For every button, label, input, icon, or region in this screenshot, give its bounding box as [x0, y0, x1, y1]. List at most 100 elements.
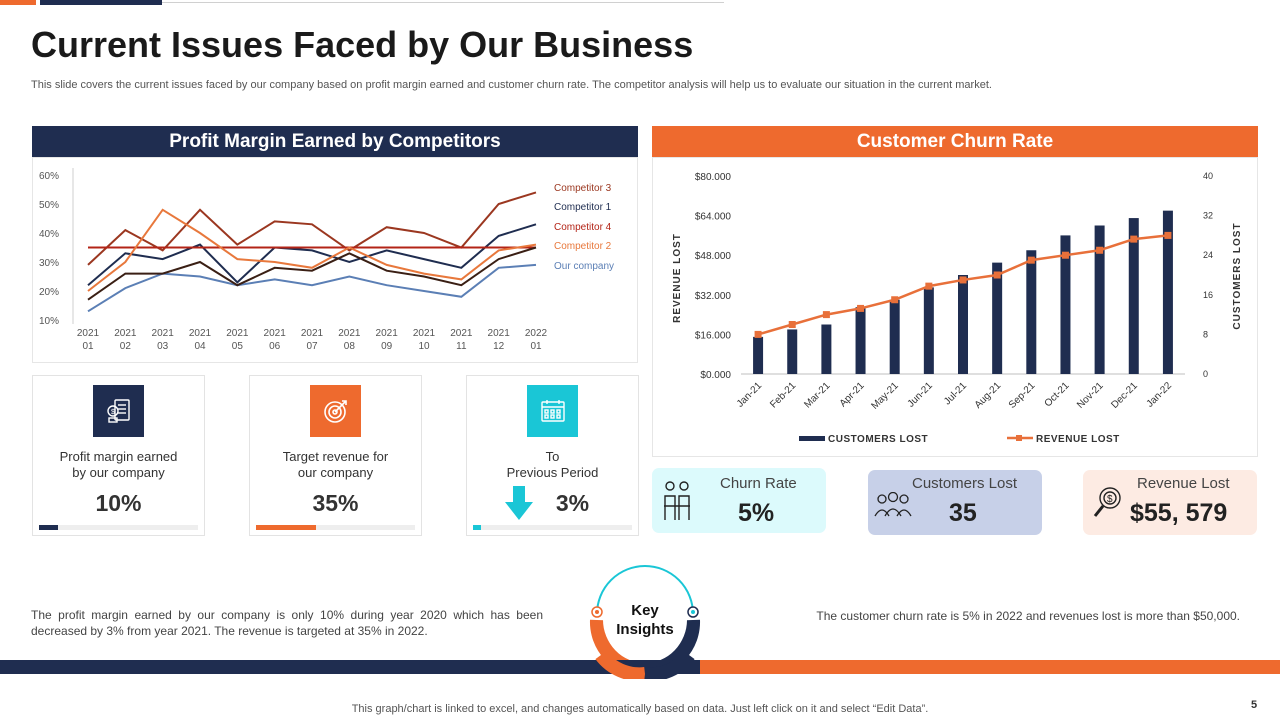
- svg-text:$: $: [111, 409, 115, 416]
- x-tick-label: Jan-22: [1145, 380, 1175, 410]
- bar-customers-lost: [1060, 235, 1071, 374]
- y-left-tick: $0.000: [700, 370, 731, 381]
- stat-label: Customers Lost: [912, 475, 1018, 492]
- y-right-tick: 32: [1203, 211, 1213, 221]
- kpi-progress-fill: [39, 525, 59, 530]
- kpi-value: 3%: [555, 490, 590, 516]
- revenue-lost-marker: [1027, 256, 1035, 264]
- x-tick-label: Feb-21: [768, 380, 798, 410]
- bar-customers-lost: [787, 329, 798, 374]
- revenue-lost-marker: [1061, 251, 1069, 259]
- profit-margin-chart-box: 60% 50% 40% 30% 20% 10% 2021 01 2021 02 2021 03 2021…: [32, 157, 638, 363]
- revenue-lost-marker: [925, 282, 933, 290]
- revenue-lost-marker: [1130, 235, 1138, 243]
- x-tick-month: 12: [493, 341, 505, 352]
- x-tick-label: Aug-21: [973, 380, 1004, 411]
- legend-entry: Competitor 2: [554, 241, 612, 252]
- series-line-our-company: [87, 263, 537, 313]
- profit-margin-chart: 60% 50% 40% 30% 20% 10% 2021 01 2021 02 2021 03 2021…: [39, 168, 614, 352]
- x-tick-label: Mar-21: [802, 380, 832, 410]
- bar-customers-lost: [821, 324, 832, 374]
- kpi-card-profit-margin: $ Profit margin earned by our company 10%: [32, 375, 205, 536]
- churn-panel-title: Customer Churn Rate: [652, 126, 1258, 157]
- x-tick-year: 2022: [525, 328, 548, 339]
- series-line-competitor-3: [87, 191, 537, 266]
- x-tick-label: Nov-21: [1075, 380, 1106, 411]
- kpi-label: Target revenue for our company: [282, 449, 389, 480]
- y-tick-label: 60%: [39, 171, 59, 182]
- page-title: Current Issues Faced by Our Business: [31, 24, 694, 65]
- legend-label-revenue: REVENUE LOST: [1036, 434, 1120, 445]
- x-tick-label: Jan-21: [735, 380, 765, 410]
- x-tick-year: 2021: [152, 328, 175, 339]
- key-insights-label: Key Insights: [616, 602, 674, 638]
- x-tick-label: Oct-21: [1043, 380, 1072, 409]
- series-line-other: [87, 246, 537, 301]
- x-tick-month: 07: [306, 341, 318, 352]
- y-tick-label: 50%: [39, 200, 59, 211]
- x-tick-year: 2021: [226, 328, 249, 339]
- insight-left-text: The profit margin earned by our company …: [31, 608, 543, 638]
- revenue-lost-marker: [857, 304, 865, 312]
- x-tick-month: 01: [82, 341, 94, 352]
- legend-entry: Competitor 4: [554, 222, 612, 233]
- kpi-value: 35%: [312, 490, 359, 516]
- x-tick-label: Sep-21: [1007, 380, 1038, 411]
- x-tick-month: 06: [269, 341, 281, 352]
- bar-customers-lost: [753, 336, 764, 374]
- insight-right-text: The customer churn rate is 5% in 2022 an…: [816, 609, 1240, 623]
- x-tick-year: 2021: [376, 328, 399, 339]
- bar-customers-lost: [1094, 225, 1105, 374]
- legend-entry: Competitor 1: [554, 202, 612, 213]
- footnote: This graph/chart is linked to excel, and…: [351, 703, 929, 715]
- x-tick-label: Jul-21: [942, 380, 969, 407]
- y-right-tick: 0: [1203, 369, 1208, 379]
- y-left-tick: $64.000: [695, 212, 732, 223]
- kpi-card-previous-period: To Previous Period 3%: [466, 375, 639, 536]
- stat-value: $55, 579: [1130, 499, 1228, 527]
- x-tick-month: 01: [530, 341, 542, 352]
- bar-customers-lost: [1128, 218, 1139, 374]
- kpi-progress-track: [473, 525, 632, 530]
- revenue-lost-marker: [1164, 231, 1172, 239]
- profit-margin-panel-title: Profit Margin Earned by Competitors: [32, 126, 638, 157]
- bar-customers-lost: [889, 299, 900, 374]
- legend-entry: Competitor 3: [554, 183, 612, 194]
- stat-card-customers-lost: Customers Lost 35: [868, 470, 1042, 535]
- y-right-tick: 24: [1203, 250, 1213, 260]
- x-tick-year: 2021: [114, 328, 137, 339]
- x-tick-year: 2021: [450, 328, 473, 339]
- legend-marker-revenue: [1016, 435, 1022, 441]
- x-tick-month: 02: [120, 341, 132, 352]
- y-tick-label: 20%: [39, 287, 59, 298]
- legend-swatch-customers: [799, 436, 825, 441]
- kpi-card-target-revenue: Target revenue for our company 35%: [249, 375, 422, 536]
- y-left-axis-title: REVENUE LOST: [672, 233, 683, 323]
- footer-bar-orange: [700, 660, 1280, 674]
- y-left-tick: $80.000: [695, 172, 732, 183]
- y-tick-label: 10%: [39, 316, 59, 327]
- stat-label: Churn Rate: [720, 475, 797, 492]
- y-right-tick: 40: [1203, 171, 1213, 181]
- page-subtitle: This slide covers the current issues fac…: [31, 79, 992, 91]
- stat-value: 5%: [738, 499, 775, 527]
- x-tick-year: 2021: [77, 328, 100, 339]
- series-line-competitor-1: [87, 223, 537, 286]
- target-icon: [310, 385, 361, 437]
- y-tick-label: 30%: [39, 258, 59, 269]
- x-tick-month: 11: [456, 341, 467, 352]
- x-tick-month: 08: [344, 341, 356, 352]
- revenue-report-icon: $: [93, 385, 144, 437]
- page-number: 5: [1251, 699, 1258, 711]
- kpi-progress-fill: [473, 525, 481, 530]
- revenue-lost-marker: [788, 321, 796, 328]
- x-tick-month: 05: [232, 341, 244, 352]
- kpi-progress-track: [39, 525, 198, 530]
- top-accent-orange: [0, 0, 36, 5]
- bar-customers-lost: [923, 287, 934, 374]
- top-accent-navy: [40, 0, 162, 5]
- y-left-tick: $32.000: [695, 291, 732, 302]
- stat-card-churn-rate: Churn Rate 5%: [652, 468, 826, 533]
- x-tick-month: 04: [194, 341, 206, 352]
- legend-entry: Our company: [554, 261, 614, 272]
